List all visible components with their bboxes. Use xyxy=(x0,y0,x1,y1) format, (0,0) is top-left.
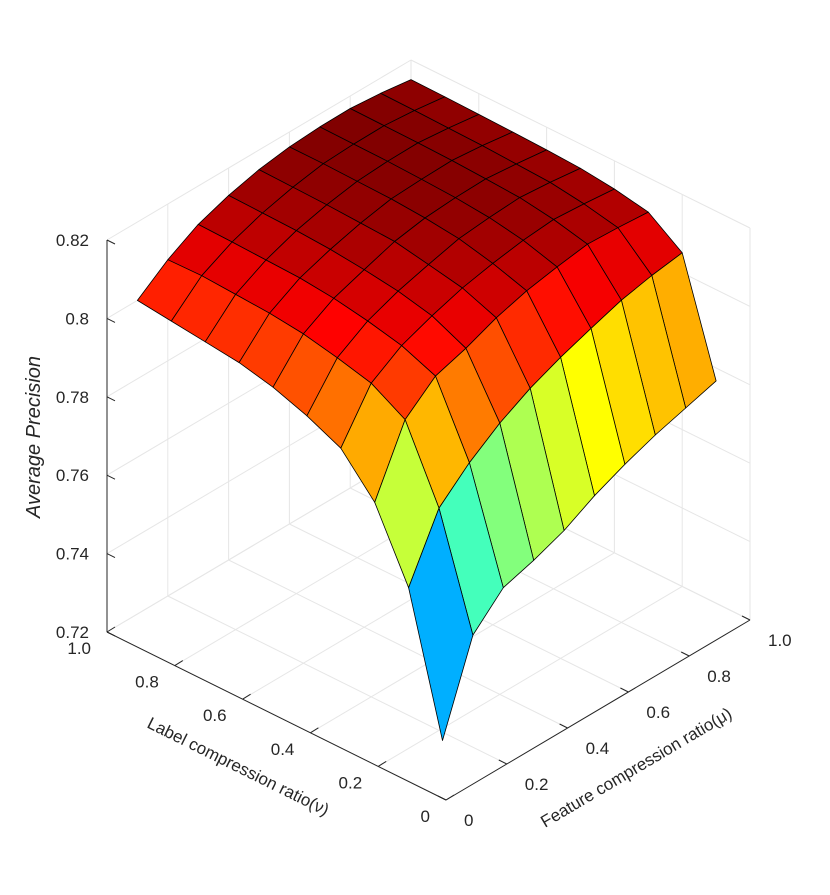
gridline xyxy=(377,585,683,767)
z-tick-label: 0.82 xyxy=(56,231,89,250)
x-axis-line xyxy=(445,619,751,801)
x-tick-mark xyxy=(741,615,751,621)
y-tick-label: 0 xyxy=(421,807,430,826)
gridline xyxy=(167,595,508,765)
tick-labels: 0.72 0.74 0.76 0.78 0.8 0.82 0 0.2 0.4 0.6 0.8 1.0 0… xyxy=(56,231,792,830)
y-axis-line xyxy=(106,631,447,801)
z-tick-mark xyxy=(106,474,116,480)
y-tick-mark xyxy=(106,626,116,633)
gridline xyxy=(410,59,751,229)
axes xyxy=(106,240,751,801)
x-tick-label: 1.0 xyxy=(768,631,792,650)
x-tick-label: 0 xyxy=(464,811,473,830)
y-tick-label: 0.2 xyxy=(339,773,363,792)
z-tick-label: 0.8 xyxy=(65,309,89,328)
x-tick-mark xyxy=(498,759,508,765)
z-tick-label: 0.74 xyxy=(56,545,89,564)
y-tick-mark xyxy=(377,760,387,767)
x-tick-mark xyxy=(559,723,568,729)
x-tick-mark xyxy=(680,651,690,657)
y-tick-label: 0.4 xyxy=(271,740,295,759)
z-tick-label: 0.76 xyxy=(56,466,89,485)
z-tick-mark xyxy=(106,239,116,245)
z-tick-mark xyxy=(106,553,116,559)
gridline xyxy=(106,451,412,633)
y-tick-label: 1.0 xyxy=(67,639,91,658)
z-tick-mark xyxy=(106,396,116,402)
z-axis-label: Average Precision xyxy=(23,356,45,519)
x-tick-label: 0.4 xyxy=(586,739,610,758)
y-tick-mark xyxy=(445,794,455,801)
z-tick-mark xyxy=(106,317,116,323)
y-tick-label: 0.8 xyxy=(135,673,159,692)
z-tick-label: 0.72 xyxy=(56,623,89,642)
x-tick-label: 0.6 xyxy=(646,703,670,722)
y-tick-mark xyxy=(310,727,319,734)
x-tick-mark xyxy=(620,687,629,693)
y-tick-label: 0.6 xyxy=(203,706,227,725)
y-tick-mark xyxy=(174,660,184,667)
z-tick-mark xyxy=(106,631,116,637)
surface-face xyxy=(408,507,474,741)
y-tick-mark xyxy=(242,693,251,700)
x-tick-label: 0.2 xyxy=(525,775,549,794)
x-tick-label: 0.8 xyxy=(707,667,731,686)
x-axis-label: Feature compression ratio(μ) xyxy=(537,704,735,832)
gridline xyxy=(228,559,568,729)
gridline xyxy=(106,59,412,241)
x-tick-mark xyxy=(437,795,447,801)
z-tick-label: 0.78 xyxy=(56,388,89,407)
surface xyxy=(136,79,717,741)
